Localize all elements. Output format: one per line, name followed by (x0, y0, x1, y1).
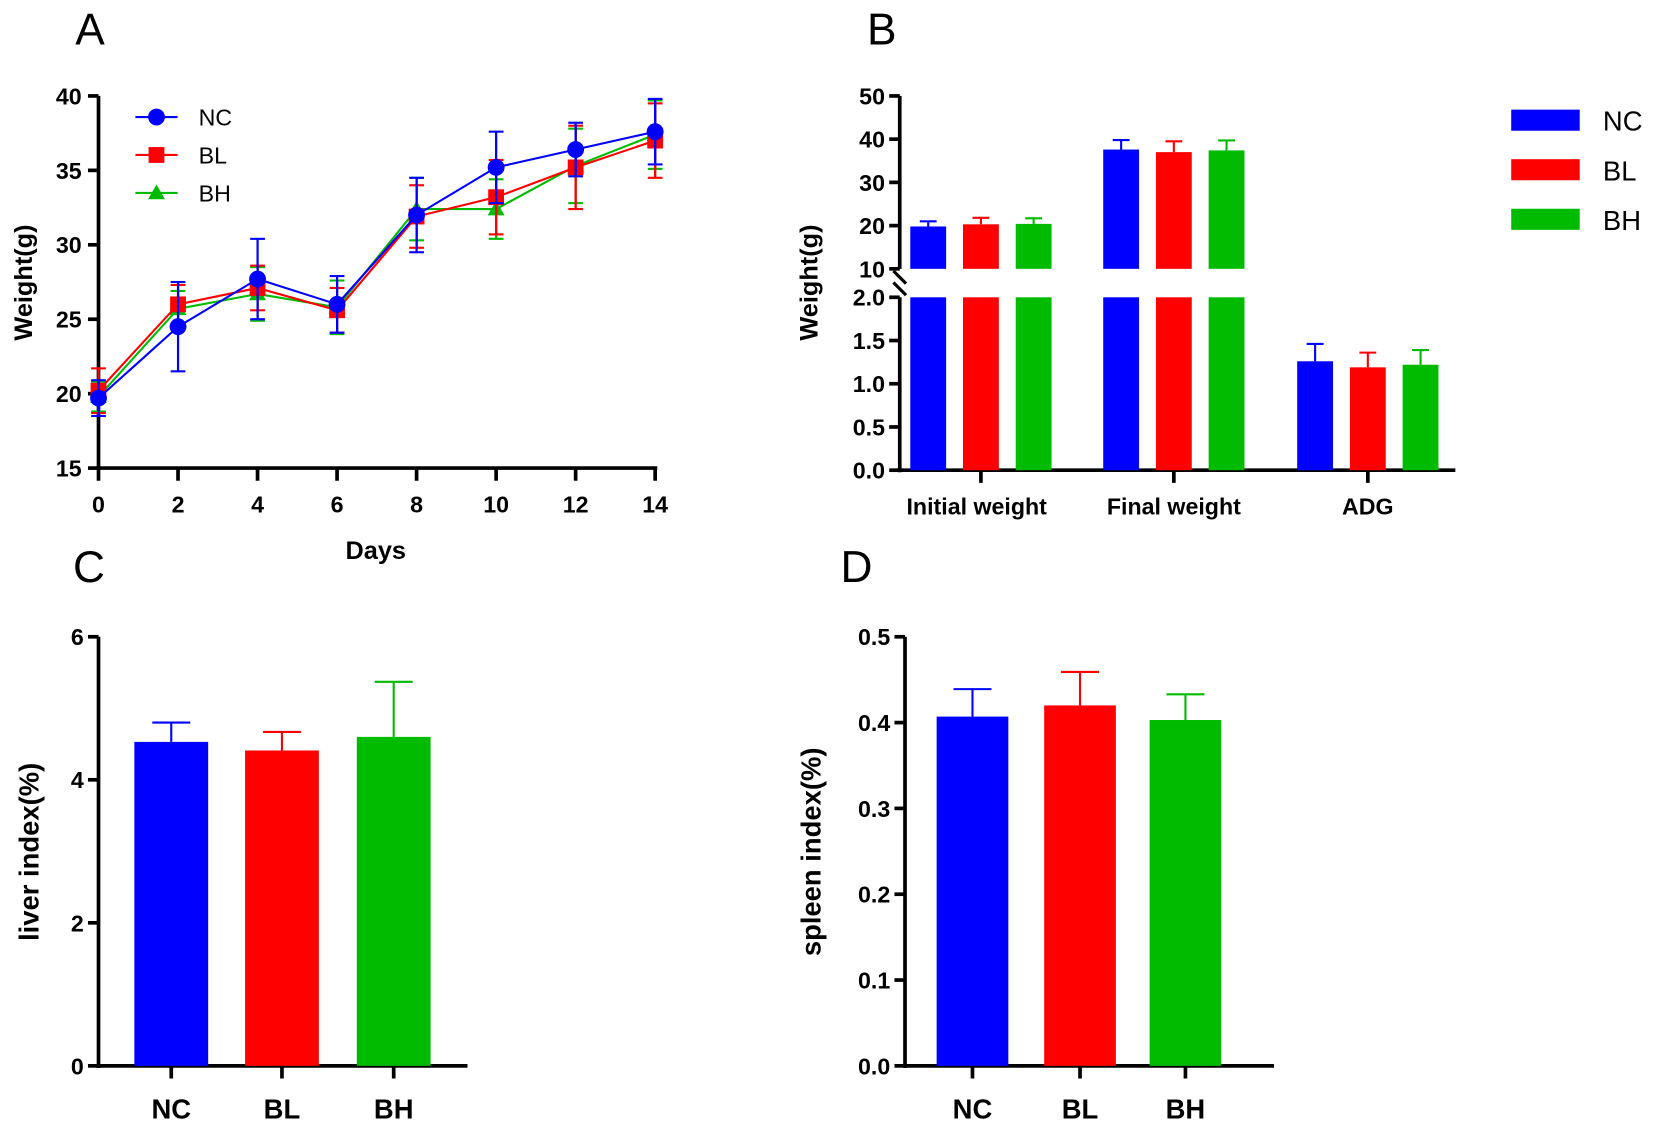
panel-c-y-tick-label: 2 (71, 910, 84, 936)
panel-c-y-tick-label: 4 (71, 767, 84, 793)
panel-b-x-tick-label: Final weight (1107, 493, 1241, 519)
panel-d-y-tick-label: 0.3 (858, 796, 890, 822)
panel-b-bar-bl (1349, 367, 1386, 471)
panel-d-bar-bh (1149, 720, 1222, 1066)
panel-d-y-axis-title: spleen index(%) (796, 748, 827, 957)
panel-a-y-tick-label: 35 (56, 158, 82, 184)
panel-c-y-tick-label: 6 (71, 624, 84, 650)
panel-a-y-tick-label: 25 (56, 307, 82, 333)
panel-a-x-axis-title: Days (346, 537, 406, 565)
panel-d-y-tick-label: 0.4 (858, 710, 890, 736)
panel-b-y-tick-label: 2.0 (853, 285, 885, 311)
panel-label-c: C (73, 543, 105, 592)
panel-b-bar-bh (1402, 364, 1439, 471)
panel-a-y-tick-label: 40 (56, 83, 82, 109)
panel-a-y-tick-label: 20 (56, 381, 82, 407)
panel-a-line-bl (97, 139, 656, 392)
panel-a-line-nc (97, 130, 656, 399)
panel-b-y-tick-label: 20 (859, 213, 885, 239)
panel-d-x-tick-label: BH (1166, 1094, 1206, 1125)
panel-a-y-tick-label: 15 (56, 456, 82, 482)
panel-b-bar-nc-lower (910, 297, 947, 471)
panel-b-bar-bl (1155, 152, 1192, 269)
panel-d-y-tick-label: 0.2 (858, 882, 890, 908)
panel-a-legend-label: NC (199, 104, 233, 130)
panel-a-point-nc (487, 158, 505, 176)
panel-c-x-tick-label: BL (264, 1094, 301, 1125)
panel-a-legend-marker-bh (148, 184, 165, 200)
panel-b-bar-nc (910, 226, 947, 269)
panel-d-y-tick-label: 0.5 (858, 624, 890, 650)
panel-b-bar-nc-lower (1103, 297, 1140, 471)
panel-c-bar-nc (134, 741, 209, 1066)
panel-b-y-tick-label: 0.0 (853, 458, 885, 484)
panel-b-legend-swatch-nc (1511, 109, 1580, 131)
panel-a-y-axis-title: Weight(g) (10, 224, 38, 340)
panel-c-x-tick-label: BH (374, 1094, 414, 1125)
panel-a-point-nc (567, 141, 585, 158)
panel-label-d: D (841, 543, 873, 592)
panel-d-bar-nc (936, 716, 1009, 1066)
panel-d-x-tick-label: NC (953, 1094, 993, 1125)
panel-c-y-axis-title: liver index(%) (13, 763, 44, 941)
panel-a-x-tick-label: 4 (251, 491, 264, 517)
panel-c-y-tick-label: 0 (71, 1053, 84, 1079)
panel-a-y-tick-label: 30 (56, 232, 82, 258)
panel-b-bar-nc (1103, 149, 1140, 269)
panel-b-bar-bl-lower (1155, 297, 1192, 471)
panel-b-y-tick-label: 0.5 (853, 414, 885, 440)
panel-b-legend-label: BH (1603, 205, 1641, 236)
panel-a-x-tick-label: 6 (331, 491, 344, 517)
panel-b-y-tick-label: 1.5 (853, 328, 885, 354)
panel-b-x-tick-label: Initial weight (906, 493, 1047, 519)
panel-b-bar-bh-lower (1208, 297, 1245, 471)
panel-a-x-tick-label: 2 (172, 491, 185, 517)
panel-a-legend-label: BH (199, 180, 231, 206)
panel-a-x-tick-label: 12 (563, 491, 589, 517)
panel-b-legend-label: NC (1603, 106, 1643, 137)
panel-b-y-tick-label: 50 (859, 83, 885, 109)
panel-c-x-tick-label: NC (151, 1094, 191, 1125)
panel-a-x-tick-label: 0 (92, 491, 105, 517)
panel-label-a: A (75, 5, 105, 54)
panel-b-y-tick-label: 1.0 (853, 371, 885, 397)
panel-a-point-nc (249, 270, 266, 288)
panel-label-b: B (867, 5, 897, 54)
panel-d-y-tick-label: 0.0 (858, 1053, 890, 1079)
panel-a-x-tick-label: 8 (410, 491, 423, 517)
panel-d-y-tick-label: 0.1 (858, 967, 890, 993)
panel-a-x-tick-label: 14 (642, 491, 668, 517)
panel-b-legend-label: BL (1603, 155, 1637, 186)
panel-b-bar-bl-lower (962, 297, 999, 471)
panel-b-y-axis-title: Weight(g) (796, 224, 824, 340)
panel-a-legend-marker-bl (148, 147, 165, 163)
panel-a-point-nc (328, 295, 346, 313)
panel-b-axis-break-mark (892, 281, 908, 297)
panel-a-point-nc (646, 123, 664, 141)
panel-b-legend-swatch-bl (1511, 159, 1580, 181)
panel-b-legend-swatch-bh (1511, 208, 1580, 230)
panel-b-bar-bl (962, 224, 999, 269)
panel-b-bar-nc (1297, 361, 1334, 471)
panel-d-x-tick-label: BL (1062, 1094, 1099, 1125)
panel-b-y-tick-label: 10 (859, 256, 885, 282)
panel-a-legend-label: BL (199, 142, 227, 168)
panel-a-point-nc (408, 206, 426, 224)
panel-b-x-tick-label: ADG (1342, 493, 1394, 519)
panel-b-axis-break-mark (892, 269, 908, 285)
panel-a-point-nc (169, 318, 187, 336)
panel-b-y-tick-label: 30 (859, 170, 885, 196)
panel-a-legend-marker-nc (148, 108, 165, 126)
panel-b-bar-bh-lower (1015, 297, 1052, 471)
panel-c-bar-bl (245, 750, 319, 1066)
panel-b-y-tick-label: 40 (859, 127, 885, 153)
panel-a-point-nc (90, 389, 107, 407)
panel-b-bar-bh (1208, 150, 1245, 269)
panel-d-bar-bl (1044, 705, 1116, 1066)
panel-a-x-tick-label: 10 (483, 491, 509, 517)
panel-c-bar-bh (356, 736, 431, 1066)
panel-b-bar-bh (1015, 223, 1052, 269)
